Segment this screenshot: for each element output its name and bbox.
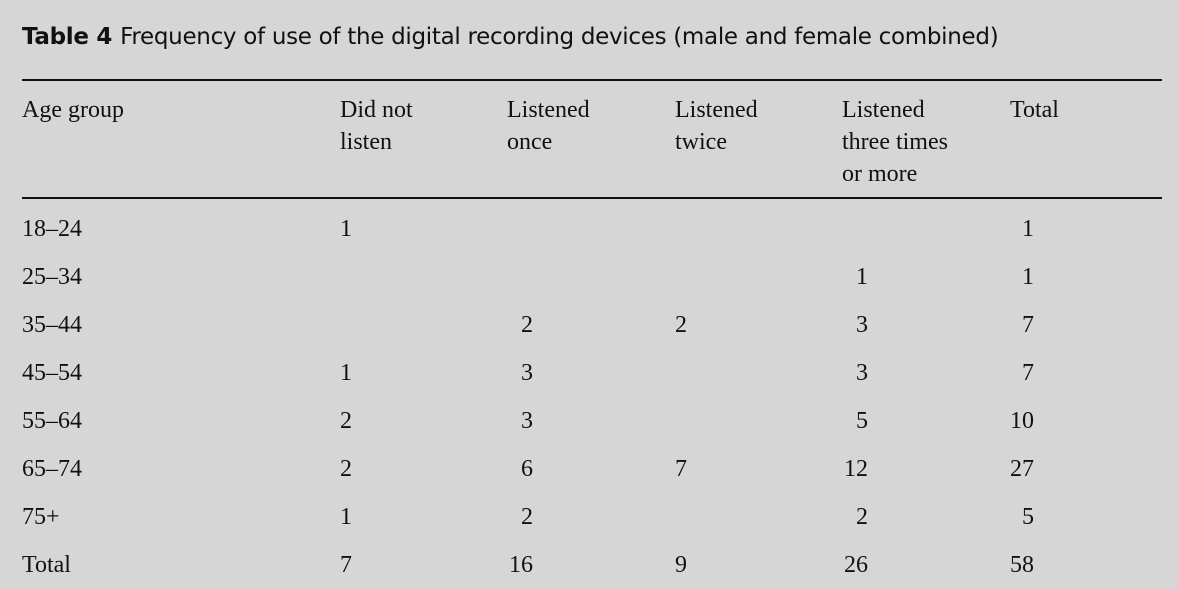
header-line: or more	[842, 161, 918, 187]
header-line: Did not	[340, 97, 413, 123]
row-label: 45–54	[22, 360, 82, 386]
table-cell: 5	[856, 408, 868, 434]
table-cell: 3	[521, 360, 533, 386]
table-cell: 12	[844, 456, 868, 482]
table-cell: 2	[675, 312, 687, 338]
table-cell: 7	[1022, 360, 1034, 386]
column-header: Age group	[22, 94, 124, 126]
row-label: 75+	[22, 504, 60, 530]
top-rule	[22, 79, 1162, 81]
table-cell: 9	[675, 552, 687, 578]
table-cell: 16	[509, 552, 533, 578]
row-label: Total	[22, 552, 71, 578]
header-line: once	[507, 129, 553, 155]
table-cell: 3	[856, 360, 868, 386]
header-line: Listened	[675, 97, 758, 123]
table-cell: 58	[1010, 552, 1034, 578]
table-cell: 26	[844, 552, 868, 578]
row-label: 18–24	[22, 216, 82, 242]
table-cell: 1	[340, 360, 352, 386]
header-line: listen	[340, 129, 392, 155]
table-cell: 3	[856, 312, 868, 338]
table-cell: 7	[1022, 312, 1034, 338]
header-line: Age group	[22, 97, 124, 123]
table-cell: 27	[1010, 456, 1034, 482]
table-label: Table 4	[22, 24, 113, 50]
column-header: Listened three times or more	[842, 94, 948, 190]
table-cell: 5	[1022, 504, 1034, 530]
header-line: Listened	[842, 97, 925, 123]
row-label: 55–64	[22, 408, 82, 434]
column-header: Total	[1010, 94, 1059, 126]
table-cell: 2	[340, 408, 352, 434]
header-line: twice	[675, 129, 727, 155]
table-cell: 1	[856, 264, 868, 290]
column-header: Did not listen	[340, 94, 413, 158]
header-line: three times	[842, 129, 948, 155]
table-caption: Frequency of use of the digital recordin…	[120, 24, 999, 50]
table-cell: 1	[1022, 264, 1034, 290]
table-cell: 7	[675, 456, 687, 482]
table-cell: 2	[340, 456, 352, 482]
table-cell: 6	[521, 456, 533, 482]
row-label: 25–34	[22, 264, 82, 290]
row-label: 35–44	[22, 312, 82, 338]
header-rule	[22, 197, 1162, 199]
table-title: Table 4 Frequency of use of the digital r…	[22, 24, 999, 50]
table-cell: 10	[1010, 408, 1034, 434]
table-cell: 2	[521, 312, 533, 338]
table-cell: 7	[340, 552, 352, 578]
table-cell: 3	[521, 408, 533, 434]
table-cell: 2	[856, 504, 868, 530]
row-label: 65–74	[22, 456, 82, 482]
column-header: Listened once	[507, 94, 590, 158]
table-cell: 2	[521, 504, 533, 530]
header-line: Listened	[507, 97, 590, 123]
header-line: Total	[1010, 97, 1059, 123]
table-cell: 1	[340, 216, 352, 242]
column-header: Listened twice	[675, 94, 758, 158]
table-cell: 1	[340, 504, 352, 530]
table-cell: 1	[1022, 216, 1034, 242]
